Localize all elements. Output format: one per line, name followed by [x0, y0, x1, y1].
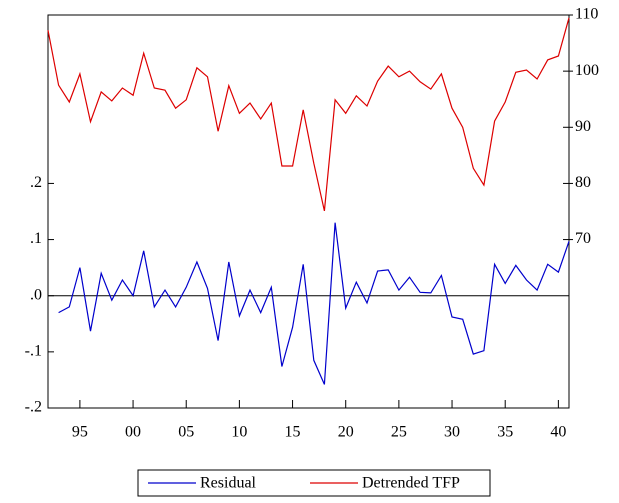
series-line — [47, 17, 570, 212]
x-tick-label: 25 — [391, 424, 407, 441]
series-line — [58, 222, 570, 385]
y2-tick-label: 100 — [575, 62, 599, 79]
y2-tick-label: 110 — [575, 6, 598, 23]
y-tick-label: -.2 — [25, 399, 42, 416]
x-tick-label: 30 — [444, 424, 460, 441]
y2-tick-label: 80 — [575, 174, 591, 191]
x-tick-label: 95 — [72, 424, 88, 441]
legend-label: Detrended TFP — [362, 475, 460, 492]
legend-frame — [137, 469, 491, 497]
x-tick-label: 35 — [497, 424, 513, 441]
x-tick-label: 10 — [231, 424, 247, 441]
y-tick-label: .0 — [30, 286, 42, 303]
x-tick-label: 15 — [285, 424, 301, 441]
x-tick-label: 20 — [338, 424, 354, 441]
x-tick-label: 40 — [550, 424, 566, 441]
y2-tick-label: 90 — [575, 118, 591, 135]
y2-tick-label: 70 — [575, 230, 591, 247]
x-tick-label: 05 — [178, 424, 194, 441]
y-tick-label: -.1 — [25, 343, 42, 360]
y-tick-label: .1 — [30, 230, 42, 247]
y-tick-label: .2 — [30, 174, 42, 191]
x-tick-label: 00 — [125, 424, 141, 441]
legend-label: Residual — [200, 475, 257, 492]
plot-frame — [47, 14, 570, 409]
